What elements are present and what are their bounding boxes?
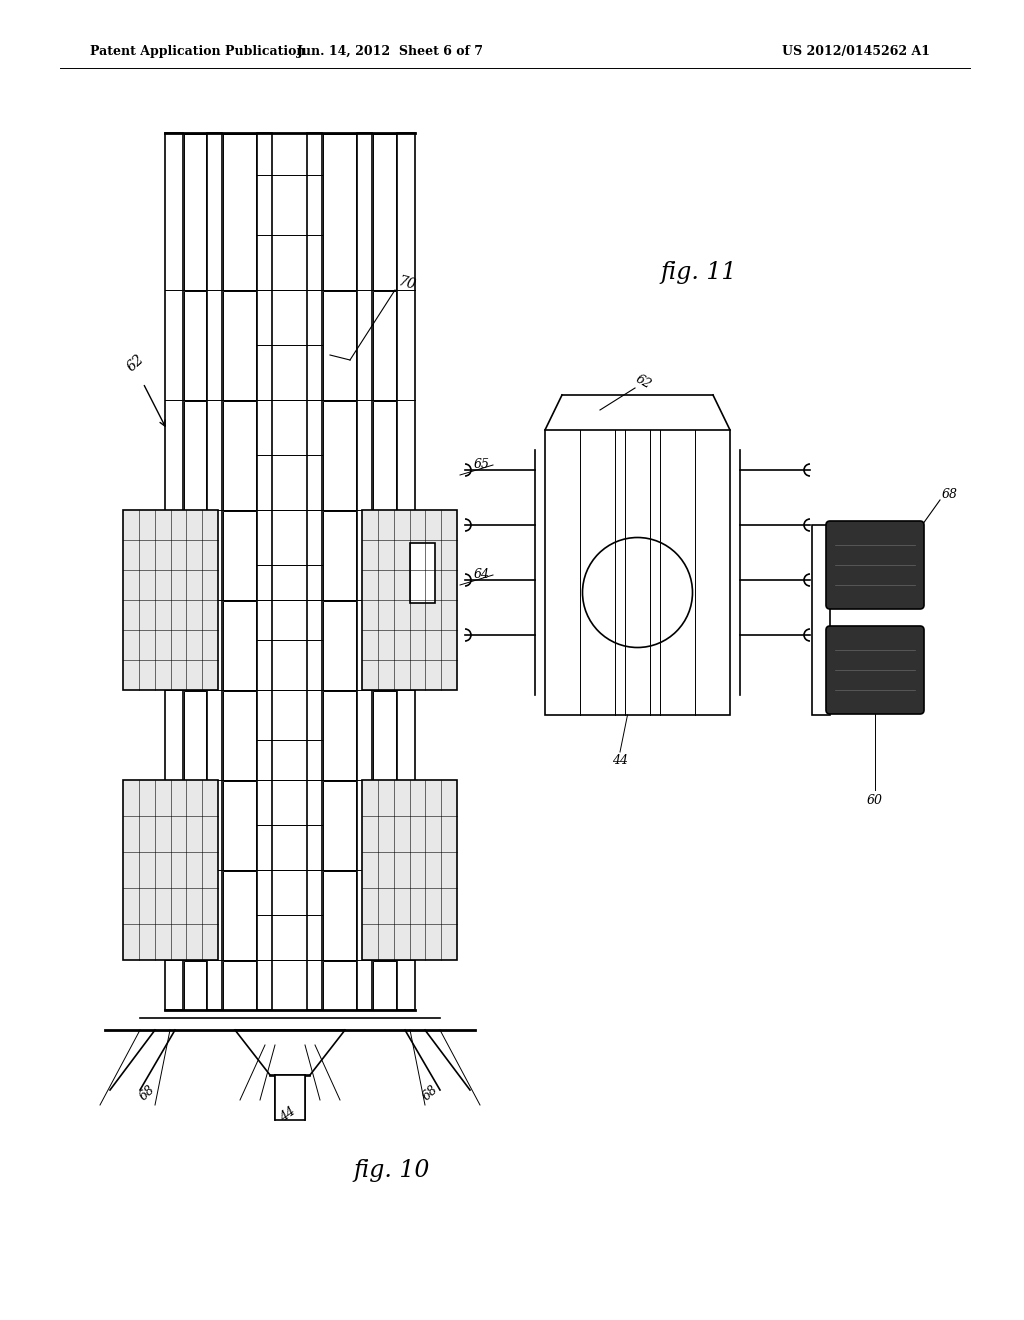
Bar xyxy=(323,871,356,960)
Bar xyxy=(307,133,322,1010)
Bar xyxy=(184,290,206,400)
Bar xyxy=(362,510,457,690)
Bar xyxy=(184,871,206,960)
Bar xyxy=(275,1074,305,1119)
Bar xyxy=(223,781,256,870)
Bar xyxy=(323,601,356,690)
Bar xyxy=(184,401,206,510)
Bar xyxy=(257,133,272,1010)
Bar xyxy=(184,511,206,601)
Bar xyxy=(184,690,206,780)
Bar xyxy=(373,961,396,1010)
Bar xyxy=(323,511,356,601)
Bar xyxy=(323,401,356,510)
Bar xyxy=(223,135,256,290)
Bar xyxy=(397,133,415,1010)
Bar xyxy=(165,133,183,1010)
Bar xyxy=(223,961,256,1010)
Text: 44: 44 xyxy=(612,754,628,767)
Bar xyxy=(184,601,206,690)
Text: 62: 62 xyxy=(125,352,147,374)
Text: US 2012/0145262 A1: US 2012/0145262 A1 xyxy=(782,45,930,58)
Bar xyxy=(410,543,435,602)
Bar xyxy=(323,690,356,780)
Bar xyxy=(373,781,396,870)
Bar xyxy=(373,601,396,690)
Text: 65: 65 xyxy=(474,458,490,471)
Text: 70: 70 xyxy=(397,275,418,292)
Text: 60: 60 xyxy=(867,793,883,807)
Text: 68: 68 xyxy=(137,1082,158,1104)
Bar xyxy=(373,135,396,290)
Bar xyxy=(184,781,206,870)
Bar xyxy=(123,510,218,690)
Text: 68: 68 xyxy=(942,488,958,502)
Bar xyxy=(184,135,206,290)
Text: fig. 11: fig. 11 xyxy=(660,261,736,285)
Bar xyxy=(223,401,256,510)
FancyBboxPatch shape xyxy=(826,626,924,714)
Text: fig. 10: fig. 10 xyxy=(353,1159,429,1181)
Bar xyxy=(223,871,256,960)
Bar xyxy=(223,290,256,400)
Text: 64: 64 xyxy=(474,569,490,582)
Bar xyxy=(207,133,222,1010)
Bar xyxy=(184,961,206,1010)
Bar xyxy=(373,290,396,400)
Text: 62: 62 xyxy=(633,372,653,392)
FancyBboxPatch shape xyxy=(826,521,924,609)
Bar xyxy=(373,871,396,960)
Text: Patent Application Publication: Patent Application Publication xyxy=(90,45,305,58)
Text: 68: 68 xyxy=(420,1082,440,1104)
Bar xyxy=(223,511,256,601)
Bar xyxy=(123,780,218,960)
Bar xyxy=(223,690,256,780)
Bar xyxy=(223,601,256,690)
Bar xyxy=(373,690,396,780)
Bar xyxy=(545,430,730,715)
Bar xyxy=(373,401,396,510)
Bar xyxy=(323,961,356,1010)
Bar xyxy=(323,290,356,400)
Bar xyxy=(812,525,830,715)
Bar xyxy=(357,133,372,1010)
Text: Jun. 14, 2012  Sheet 6 of 7: Jun. 14, 2012 Sheet 6 of 7 xyxy=(297,45,483,58)
Bar xyxy=(323,135,356,290)
Bar xyxy=(362,780,457,960)
Bar xyxy=(323,781,356,870)
Bar xyxy=(373,511,396,601)
Text: 44: 44 xyxy=(278,1105,298,1125)
